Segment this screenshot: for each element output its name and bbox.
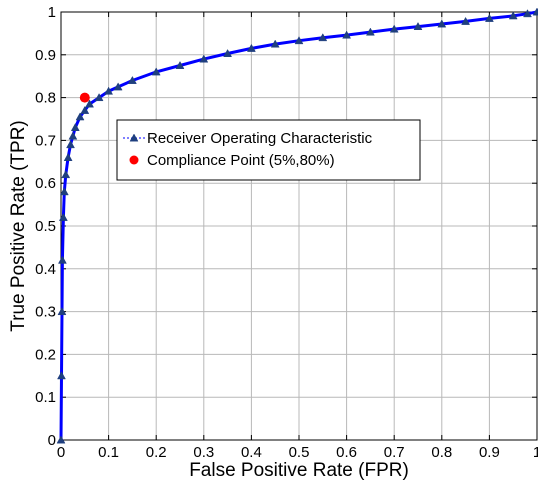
x-tick-label: 0.6	[336, 444, 357, 461]
x-tick-label: 0.4	[241, 444, 262, 461]
roc-point	[113, 82, 123, 91]
roc-point	[127, 75, 137, 84]
y-tick-label: 0.6	[35, 175, 56, 192]
roc-point	[63, 153, 73, 161]
y-tick-label: 1	[48, 4, 56, 21]
roc-point	[58, 212, 68, 221]
roc-point	[104, 86, 114, 95]
legend-box	[116, 119, 421, 181]
roc-point	[365, 27, 375, 36]
legend-compliance-label: Compliance Point (5%,80%)	[147, 152, 335, 169]
x-tick-label: 0.8	[431, 444, 452, 461]
x-tick-label: 0.1	[98, 444, 119, 461]
y-tick-label: 0.5	[35, 218, 56, 235]
x-axis-label: False Positive Rate (FPR)	[189, 460, 409, 481]
y-tick-label: 0.4	[35, 261, 56, 278]
roc-point	[223, 49, 233, 57]
x-tick-label: 0.2	[146, 444, 167, 461]
roc-point	[523, 9, 532, 18]
roc-point	[75, 112, 85, 121]
roc-point	[61, 170, 71, 179]
roc-point	[94, 93, 104, 102]
legend-compliance-marker	[129, 155, 139, 165]
x-tick-label: 0	[57, 444, 65, 461]
roc-point	[66, 140, 75, 149]
x-tick-label: 0.9	[479, 444, 500, 461]
y-tick-label: 0	[48, 432, 56, 449]
roc-point	[342, 30, 352, 39]
y-tick-label: 0.9	[35, 47, 56, 64]
roc-point	[389, 24, 399, 33]
roc-point	[413, 22, 423, 31]
roc-point	[532, 7, 538, 16]
y-tick-label: 0.1	[35, 389, 56, 406]
roc-point	[318, 33, 328, 42]
plot-frame	[60, 11, 538, 441]
x-tick-label: 1	[533, 444, 538, 461]
roc-point	[85, 99, 94, 108]
roc-point	[461, 16, 471, 25]
y-tick-label: 0.3	[35, 304, 56, 321]
roc-point	[484, 13, 494, 22]
series-layer	[56, 7, 538, 444]
compliance-point	[79, 92, 90, 103]
y-tick-label: 0.2	[35, 346, 56, 363]
roc-point	[58, 255, 67, 264]
roc-point	[294, 36, 304, 45]
axes: 0 0.1 0.2 0.3 0.4 0.5 0.6 0.7 0.8 0.9 1 0 0.1 0.2 0.3 0…	[35, 4, 538, 461]
roc-point	[199, 54, 209, 63]
legend: Receiver Operating Characteristic Complia…	[116, 119, 421, 181]
roc-point	[270, 39, 280, 48]
roc-point	[246, 43, 256, 52]
y-tick-label: 0.8	[35, 90, 56, 107]
roc-point	[151, 67, 161, 76]
roc-point	[70, 123, 80, 132]
y-tick-label: 0.7	[35, 132, 56, 149]
roc-point	[59, 187, 69, 196]
x-tick-label: 0.5	[289, 444, 310, 461]
roc-point	[175, 60, 185, 69]
roc-point	[68, 131, 78, 140]
roc-point	[56, 435, 66, 444]
legend-roc-label: Receiver Operating Characteristic	[147, 130, 373, 147]
roc-point	[57, 371, 66, 380]
legend-roc-marker	[129, 133, 139, 142]
x-tick-label: 0.3	[193, 444, 214, 461]
x-tick-label: 0.7	[384, 444, 405, 461]
roc-point	[508, 11, 518, 20]
y-axis-label: True Positive Rate (TPR)	[8, 120, 29, 332]
roc-point	[437, 19, 447, 28]
roc-point	[57, 307, 67, 316]
roc-point	[80, 105, 90, 114]
